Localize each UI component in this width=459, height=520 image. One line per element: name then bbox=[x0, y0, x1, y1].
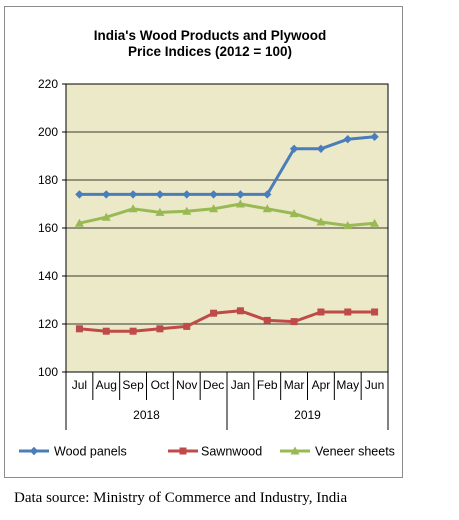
legend-label-wood-panels: Wood panels bbox=[54, 445, 127, 459]
legend-label-sawnwood: Sawnwood bbox=[201, 445, 262, 459]
y-tick-label-120: 120 bbox=[38, 317, 58, 331]
data-point-sawnwood-jan bbox=[236, 307, 244, 315]
data-point-veneer-sheets-feb bbox=[262, 204, 272, 213]
data-point-sawnwood-jul bbox=[75, 325, 83, 333]
x-tick-label-jul: Jul bbox=[72, 378, 87, 392]
chart-title-line-2: Price Indices (2012 = 100) bbox=[128, 44, 292, 59]
x-tick-label-feb: Feb bbox=[257, 378, 278, 392]
data-point-sawnwood-oct bbox=[156, 325, 164, 333]
x-tick-label-nov: Nov bbox=[176, 378, 197, 392]
legend-item-wood-panels: Wood panels bbox=[19, 445, 127, 459]
legend: Wood panels Sawnwood Veneer sheets bbox=[19, 445, 395, 459]
legend-marker-veneer-sheets bbox=[290, 446, 300, 455]
data-point-wood-panels-nov bbox=[182, 190, 191, 199]
y-tick-label-100: 100 bbox=[38, 365, 58, 379]
y-tick-label-200: 200 bbox=[38, 125, 58, 139]
data-point-wood-panels-aug bbox=[102, 190, 111, 199]
chart-frame: India's Wood Products and Plywood Price … bbox=[4, 6, 403, 478]
data-point-sawnwood-feb bbox=[263, 316, 271, 324]
data-point-sawnwood-sep bbox=[129, 327, 137, 335]
data-point-veneer-sheets-oct bbox=[155, 207, 165, 216]
x-tick-label-oct: Oct bbox=[151, 378, 170, 392]
y-tick-label-160: 160 bbox=[38, 221, 58, 235]
data-point-wood-panels-apr bbox=[316, 144, 326, 153]
series-line-sawnwood bbox=[79, 309, 375, 333]
data-point-sawnwood-aug bbox=[102, 327, 110, 335]
data-point-sawnwood-apr bbox=[317, 308, 325, 316]
data-point-veneer-sheets-dec bbox=[209, 204, 219, 213]
x-tick-label-jan: Jan bbox=[231, 378, 250, 392]
legend-item-sawnwood: Sawnwood bbox=[168, 445, 262, 459]
data-point-veneer-sheets-apr bbox=[316, 217, 326, 226]
y-tick-label-220: 220 bbox=[38, 77, 58, 91]
chart-title-line-1: India's Wood Products and Plywood bbox=[94, 28, 326, 43]
data-point-wood-panels-sep bbox=[128, 190, 138, 199]
series-line-veneer-sheets bbox=[79, 202, 375, 228]
data-point-wood-panels-oct bbox=[155, 190, 165, 199]
data-point-veneer-sheets-jan bbox=[235, 199, 245, 208]
axes: 100 120 140 160 180 200 220 Jul Aug Sep Oct Nov Dec J… bbox=[38, 77, 389, 430]
x-tick-label-may: May bbox=[336, 378, 359, 392]
series-line-wood-panels bbox=[79, 135, 375, 196]
data-point-veneer-sheets-aug bbox=[101, 212, 111, 221]
data-point-sawnwood-mar bbox=[290, 318, 298, 326]
legend-item-veneer-sheets: Veneer sheets bbox=[280, 445, 395, 459]
series-sawnwood bbox=[75, 307, 379, 335]
data-point-veneer-sheets-may bbox=[343, 221, 353, 230]
series-layer bbox=[74, 132, 380, 335]
data-point-wood-panels-jul bbox=[75, 190, 84, 199]
data-point-sawnwood-nov bbox=[183, 322, 191, 330]
data-point-wood-panels-mar bbox=[289, 144, 299, 153]
chart-svg: India's Wood Products and Plywood Price … bbox=[19, 28, 395, 459]
x-tick-label-dec: Dec bbox=[203, 378, 224, 392]
data-point-sawnwood-jun bbox=[371, 308, 379, 316]
x-tick-label-aug: Aug bbox=[96, 378, 117, 392]
data-point-veneer-sheets-nov bbox=[182, 206, 192, 215]
x-tick-label-jun: Jun bbox=[365, 378, 384, 392]
data-point-veneer-sheets-mar bbox=[289, 209, 299, 218]
data-point-wood-panels-dec bbox=[209, 190, 218, 199]
y-tick-label-140: 140 bbox=[38, 269, 58, 283]
y-tick-label-180: 180 bbox=[38, 173, 58, 187]
data-point-sawnwood-dec bbox=[210, 309, 218, 317]
data-point-veneer-sheets-sep bbox=[128, 204, 138, 213]
year-label-2018: 2018 bbox=[133, 408, 160, 422]
data-point-wood-panels-jun bbox=[370, 132, 379, 141]
series-veneer-sheets bbox=[74, 199, 380, 230]
data-source-note: Data source: Ministry of Commerce and In… bbox=[14, 490, 348, 506]
data-point-sawnwood-may bbox=[344, 308, 352, 316]
data-point-wood-panels-feb bbox=[263, 190, 272, 199]
data-point-wood-panels-may bbox=[343, 135, 352, 144]
legend-marker-sawnwood bbox=[179, 447, 187, 455]
x-tick-label-sep: Sep bbox=[122, 378, 144, 392]
data-point-wood-panels-jan bbox=[236, 190, 245, 199]
legend-label-veneer-sheets: Veneer sheets bbox=[315, 445, 395, 459]
x-tick-label-mar: Mar bbox=[284, 378, 305, 392]
x-tick-label-apr: Apr bbox=[312, 378, 331, 392]
year-label-2019: 2019 bbox=[294, 408, 321, 422]
data-point-veneer-sheets-jun bbox=[370, 218, 380, 227]
gridlines bbox=[66, 131, 388, 325]
series-wood-panels bbox=[75, 132, 379, 199]
data-point-veneer-sheets-jul bbox=[74, 218, 84, 227]
legend-marker-wood-panels bbox=[29, 446, 39, 456]
